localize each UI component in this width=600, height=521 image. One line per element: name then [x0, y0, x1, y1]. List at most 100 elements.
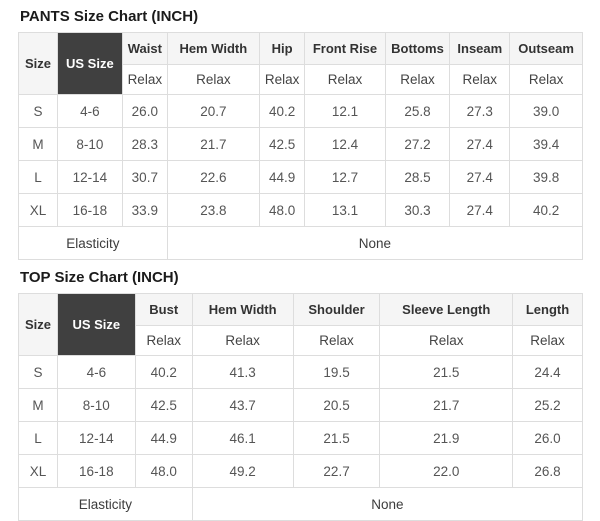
size-row: S 4-6 40.2 41.3 19.5 21.5 24.4: [18, 355, 583, 389]
us-size-cell: 16-18: [56, 454, 136, 488]
fit-type-cell: Relax: [509, 64, 583, 95]
size-cell: L: [18, 160, 58, 194]
pants-size-chart-section: PANTS Size Chart (INCH) Size US Size Waist…: [18, 8, 584, 260]
measure-column-header: Hip: [258, 32, 306, 65]
us-size-cell: 4-6: [56, 355, 136, 389]
measure-value-cell: 40.2: [258, 94, 306, 128]
fit-type-row: Relax Relax Relax Relax Relax Relax Relax: [19, 64, 583, 95]
measure-value-cell: 21.7: [166, 127, 260, 161]
fit-type-cell: Relax: [121, 64, 168, 95]
size-row: L 12-14 30.7 22.6 44.9 12.7 28.5 27.4 39.8: [18, 160, 583, 194]
measure-value-cell: 25.2: [512, 388, 583, 422]
measure-value-cell: 33.9: [121, 193, 168, 227]
elasticity-value-cell: None: [191, 487, 584, 521]
size-column-header: Size: [18, 32, 58, 95]
measure-value-cell: 27.4: [449, 127, 511, 161]
fit-type-cell: Relax: [191, 325, 294, 356]
size-cell: S: [18, 94, 58, 128]
top-size-table: Size US Size Bust Hem Width Shoulder Sleeve L…: [18, 293, 584, 521]
us-size-cell: 12-14: [56, 160, 123, 194]
measure-column-header: Waist: [121, 32, 168, 65]
measure-value-cell: 23.8: [166, 193, 260, 227]
fit-type-cell: Relax: [166, 64, 260, 95]
us-size-cell: 4-6: [56, 94, 123, 128]
measure-value-cell: 39.0: [509, 94, 583, 128]
size-row: M 8-10 42.5 43.7 20.5 21.7 25.2: [18, 388, 583, 422]
measure-value-cell: 42.5: [134, 388, 193, 422]
measure-value-cell: 30.7: [121, 160, 168, 194]
size-row: XL 16-18 33.9 23.8 48.0 13.1 30.3 27.4 40.2: [18, 193, 583, 227]
fit-type-cell: Relax: [258, 64, 306, 95]
us-size-column-header: US Size: [56, 293, 136, 356]
measure-column-header: Sleeve Length: [379, 293, 514, 326]
measure-value-cell: 27.4: [449, 193, 511, 227]
measure-value-cell: 40.2: [509, 193, 583, 227]
us-size-cell: 12-14: [56, 421, 136, 455]
fit-type-cell: Relax: [512, 325, 583, 356]
measure-value-cell: 42.5: [258, 127, 306, 161]
header-row: Size US Size Bust Hem Width Shoulder Sleeve L…: [18, 293, 583, 356]
size-cell: M: [18, 388, 58, 422]
measure-value-cell: 22.6: [166, 160, 260, 194]
measure-column-header: Length: [512, 293, 583, 326]
measure-column-header: Inseam: [449, 32, 511, 65]
us-size-cell: 8-10: [56, 388, 136, 422]
elasticity-value-cell: None: [166, 226, 584, 260]
measure-column-header: Outseam: [509, 32, 583, 65]
measure-value-cell: 49.2: [191, 454, 294, 488]
measure-value-cell: 12.4: [304, 127, 386, 161]
measure-value-cell: 12.1: [304, 94, 386, 128]
measure-column-header: Front Rise: [304, 32, 386, 65]
measure-value-cell: 44.9: [134, 421, 193, 455]
size-cell: S: [18, 355, 58, 389]
size-cell: XL: [18, 193, 58, 227]
measure-value-cell: 21.5: [292, 421, 381, 455]
measure-column-header: Shoulder: [292, 293, 381, 326]
measure-value-cell: 27.3: [449, 94, 511, 128]
elasticity-row: Elasticity None: [18, 226, 584, 260]
measure-value-cell: 24.4: [512, 355, 583, 389]
measure-value-cell: 30.3: [384, 193, 451, 227]
measure-value-cell: 22.0: [379, 454, 514, 488]
measure-value-cell: 26.0: [121, 94, 168, 128]
measure-value-cell: 20.5: [292, 388, 381, 422]
size-row: XL 16-18 48.0 49.2 22.7 22.0 26.8: [18, 454, 583, 488]
us-size-column-header: US Size: [56, 32, 123, 95]
measure-value-cell: 21.7: [379, 388, 514, 422]
measure-value-cell: 12.7: [304, 160, 386, 194]
measure-value-cell: 27.2: [384, 127, 451, 161]
measure-value-cell: 48.0: [258, 193, 306, 227]
measure-value-cell: 22.7: [292, 454, 381, 488]
measure-value-cell: 41.3: [191, 355, 294, 389]
fit-type-cell: Relax: [384, 64, 451, 95]
measure-value-cell: 40.2: [134, 355, 193, 389]
top-size-chart-section: TOP Size Chart (INCH) Size US Size Bust Hem…: [18, 269, 584, 521]
pants-chart-title: PANTS Size Chart (INCH): [20, 8, 199, 25]
fit-type-cell: Relax: [304, 64, 386, 95]
fit-type-cell: Relax: [379, 325, 514, 356]
elasticity-row: Elasticity None: [18, 487, 584, 521]
measure-value-cell: 20.7: [166, 94, 260, 128]
measure-value-cell: 26.0: [512, 421, 583, 455]
measure-value-cell: 26.8: [512, 454, 583, 488]
measure-value-cell: 28.5: [384, 160, 451, 194]
measure-value-cell: 46.1: [191, 421, 294, 455]
measure-value-cell: 27.4: [449, 160, 511, 194]
size-row: M 8-10 28.3 21.7 42.5 12.4 27.2 27.4 39.4: [18, 127, 583, 161]
measure-value-cell: 28.3: [121, 127, 168, 161]
fit-type-row: Relax Relax Relax Relax Relax: [19, 325, 583, 356]
us-size-cell: 16-18: [56, 193, 123, 227]
measure-column-header: Bottoms: [384, 32, 451, 65]
size-column-header: Size: [18, 293, 58, 356]
elasticity-label-cell: Elasticity: [18, 487, 193, 521]
top-chart-title: TOP Size Chart (INCH): [20, 269, 179, 286]
measure-column-header: Hem Width: [191, 293, 294, 326]
measure-value-cell: 19.5: [292, 355, 381, 389]
measure-value-cell: 43.7: [191, 388, 294, 422]
measure-value-cell: 39.4: [509, 127, 583, 161]
measure-value-cell: 25.8: [384, 94, 451, 128]
measure-column-header: Hem Width: [166, 32, 260, 65]
measure-value-cell: 44.9: [258, 160, 306, 194]
size-cell: XL: [18, 454, 58, 488]
elasticity-label-cell: Elasticity: [18, 226, 168, 260]
